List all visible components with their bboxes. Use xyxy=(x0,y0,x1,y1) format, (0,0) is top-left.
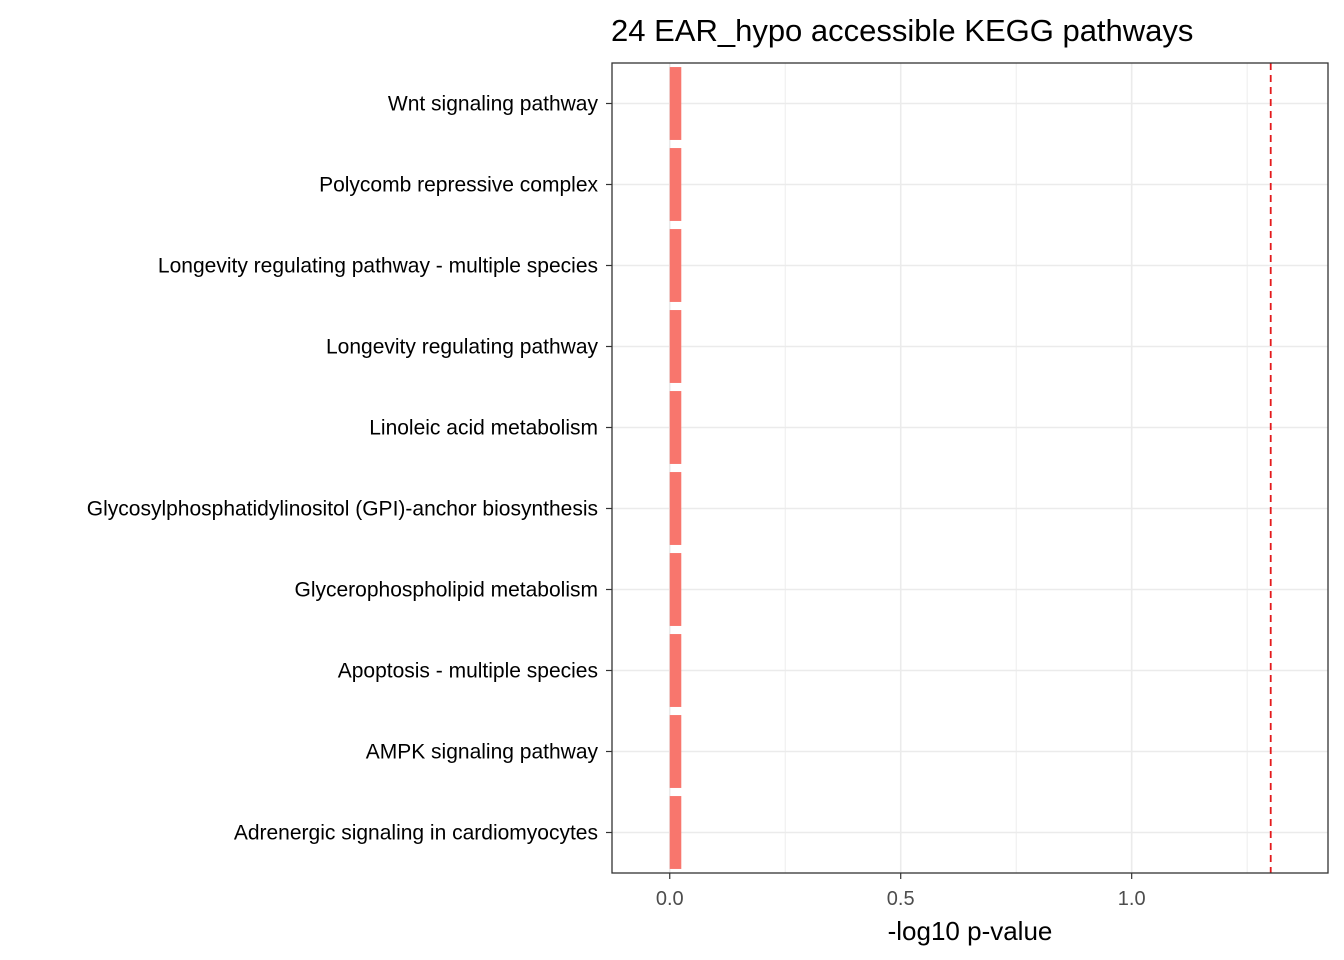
bar-layer xyxy=(669,67,682,869)
y-tick-label: Longevity regulating pathway - multiple … xyxy=(158,255,598,278)
panel-border xyxy=(611,62,1329,874)
grid-layer xyxy=(612,63,1328,873)
x-axis-title: -log10 p-value xyxy=(888,916,1053,946)
y-tick-label: Glycosylphosphatidylinositol (GPI)-ancho… xyxy=(87,498,598,521)
bar xyxy=(669,634,682,707)
bar xyxy=(669,553,682,626)
x-axis: 0.0 0.5 1.0 xyxy=(656,873,1146,910)
bar xyxy=(669,310,682,383)
y-tick-label: Glycerophospholipid metabolism xyxy=(295,579,599,602)
bar xyxy=(669,715,682,788)
bar xyxy=(669,67,682,140)
y-tick-label: Linoleic acid metabolism xyxy=(369,417,598,440)
x-tick-label: 0.0 xyxy=(656,888,684,910)
x-tick-label: 0.5 xyxy=(887,888,915,910)
y-tick-label: Wnt signaling pathway xyxy=(388,93,599,116)
y-tick-label: Polycomb repressive complex xyxy=(319,174,598,197)
y-axis: Wnt signaling pathway Polycomb repressive… xyxy=(87,93,612,845)
bar xyxy=(669,472,682,545)
bar xyxy=(669,796,682,869)
bar xyxy=(669,391,682,464)
bar xyxy=(669,229,682,302)
chart-title: 24 EAR_hypo accessible KEGG pathways xyxy=(611,13,1193,48)
bar xyxy=(669,148,682,221)
x-tick-label: 1.0 xyxy=(1118,888,1146,910)
y-tick-label: Adrenergic signaling in cardiomyocytes xyxy=(234,822,598,845)
y-tick-label: AMPK signaling pathway xyxy=(366,741,599,764)
y-tick-label: Longevity regulating pathway xyxy=(326,336,599,359)
y-tick-label: Apoptosis - multiple species xyxy=(338,660,598,683)
